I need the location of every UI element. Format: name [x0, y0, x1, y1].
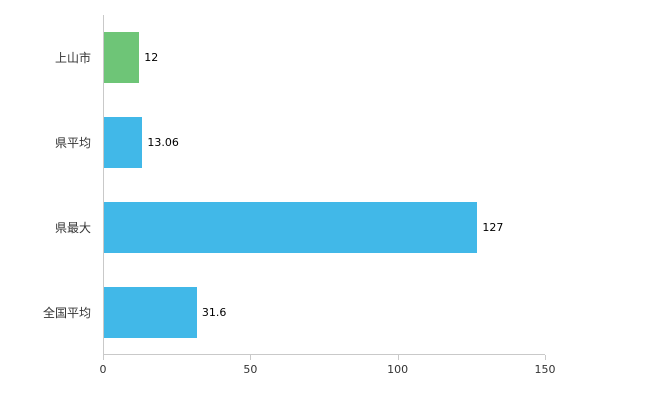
bar-value-label: 31.6: [201, 306, 227, 319]
y-axis-label: 県最大: [54, 221, 91, 235]
bar-row: 12: [104, 15, 545, 100]
x-axis-tick-mark: [103, 355, 104, 360]
bar-row: 31.6: [104, 270, 545, 355]
bar-prefecture-max: [104, 202, 478, 253]
bar-kaminoyama: [104, 32, 140, 83]
bar-row: 127: [104, 185, 545, 270]
plot-area: 12 13.06 127 31.6: [103, 15, 545, 355]
y-axis-label: 上山市: [54, 51, 91, 65]
x-axis-tick-label: 150: [534, 363, 556, 376]
x-axis-tick-mark: [397, 355, 399, 360]
bar-prefecture-average: [104, 117, 143, 168]
bar-value-label: 127: [482, 221, 504, 234]
y-axis-label: 県平均: [54, 136, 91, 150]
bar-national-average: [104, 287, 197, 338]
bar-value-label: 12: [144, 51, 159, 64]
y-axis-labels: 上山市 県平均 県最大 全国平均: [0, 15, 97, 355]
bar-row: 13.06: [104, 100, 545, 185]
bar-value-label: 13.06: [147, 136, 179, 149]
x-axis-tick-mark: [545, 355, 546, 360]
y-axis-label: 全国平均: [42, 306, 91, 320]
x-axis-tick-label: 50: [243, 363, 258, 376]
x-axis-tick-label: 100: [387, 363, 409, 376]
x-axis-tick-mark: [250, 355, 252, 360]
x-axis-tick-label: 0: [99, 363, 107, 376]
x-axis: 0 50 100 150: [99, 354, 556, 390]
